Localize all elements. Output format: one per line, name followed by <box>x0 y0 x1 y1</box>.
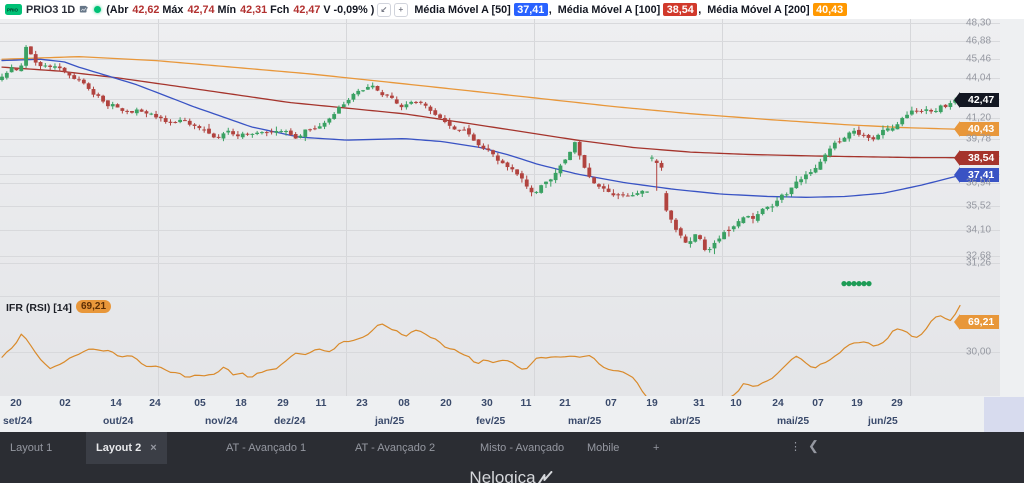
svg-text:PRIO: PRIO <box>7 7 19 12</box>
